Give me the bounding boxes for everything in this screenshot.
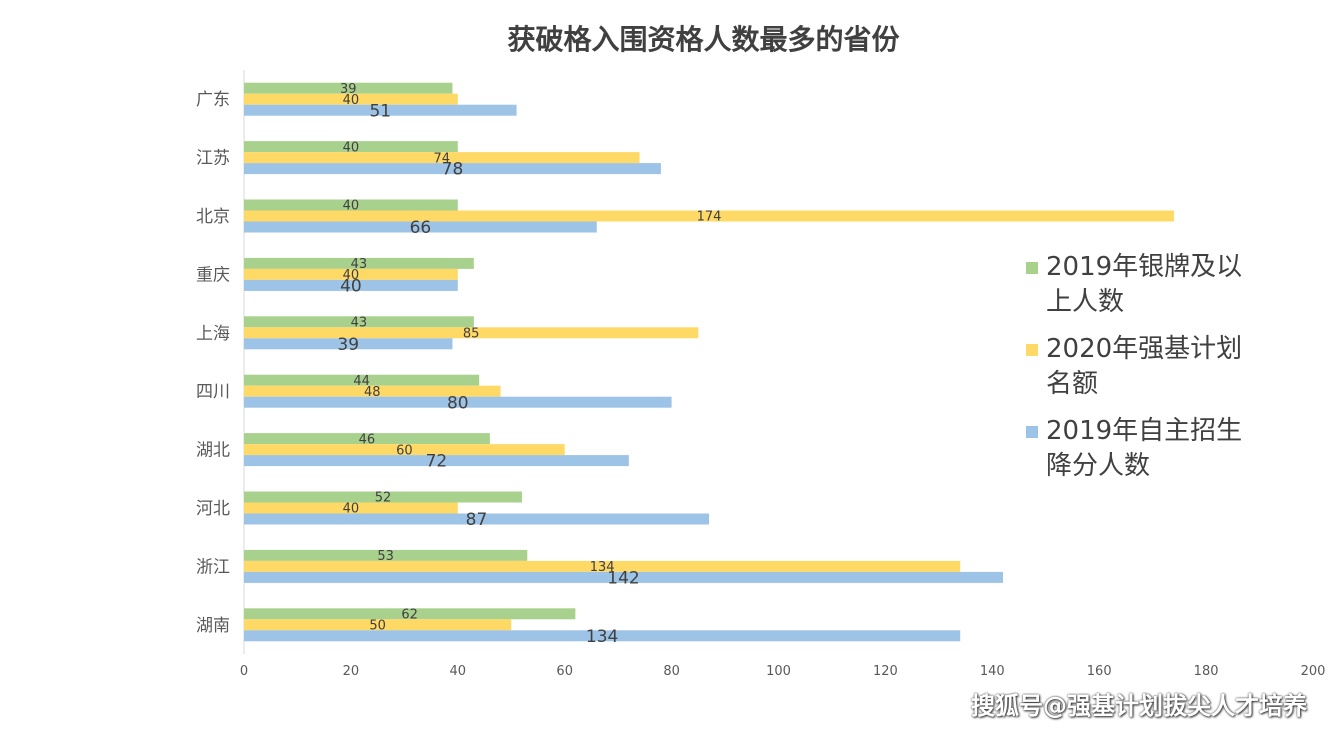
data-label: 48 bbox=[364, 385, 381, 400]
bar bbox=[244, 560, 961, 572]
category-label: 浙江 bbox=[196, 557, 230, 577]
legend-item-reduced-score[interactable]: 2019年自主招生 降分人数 bbox=[1026, 414, 1256, 484]
bar bbox=[244, 385, 501, 397]
data-label: 46 bbox=[359, 432, 376, 447]
category-label: 四川 bbox=[196, 382, 230, 402]
x-tick-label: 40 bbox=[450, 664, 467, 679]
category-label: 北京 bbox=[196, 207, 230, 227]
bar bbox=[244, 491, 522, 503]
legend-swatch-yellow bbox=[1026, 344, 1038, 356]
data-label: 87 bbox=[466, 510, 488, 530]
bar bbox=[244, 221, 597, 233]
bar bbox=[244, 513, 710, 525]
bar bbox=[244, 433, 490, 445]
bar bbox=[244, 210, 1175, 222]
bar bbox=[244, 141, 458, 153]
data-label: 66 bbox=[410, 218, 432, 238]
watermark: 搜狐号@强基计划拔尖人才培养 bbox=[971, 692, 1307, 720]
x-tick-label: 100 bbox=[766, 664, 791, 679]
data-label: 62 bbox=[401, 607, 418, 622]
x-tick-label: 0 bbox=[240, 664, 248, 679]
bar bbox=[244, 444, 565, 456]
bar bbox=[244, 257, 474, 269]
data-label: 174 bbox=[697, 210, 722, 225]
x-tick-label: 20 bbox=[343, 664, 360, 679]
bar bbox=[244, 152, 640, 164]
data-label: 44 bbox=[353, 374, 370, 389]
bar bbox=[244, 338, 453, 350]
category-label: 重庆 bbox=[196, 265, 230, 285]
data-label: 74 bbox=[433, 151, 450, 166]
x-tick-label: 140 bbox=[980, 664, 1005, 679]
category-label: 上海 bbox=[196, 324, 230, 344]
legend-label: 2020年强基计划 bbox=[1046, 334, 1243, 364]
bar bbox=[244, 630, 961, 642]
data-label: 39 bbox=[337, 335, 359, 355]
legend-item-silver-medal[interactable]: 2019年银牌及以 上人数 bbox=[1026, 250, 1256, 320]
bar bbox=[244, 93, 458, 105]
bar bbox=[244, 268, 458, 280]
data-label: 142 bbox=[607, 569, 639, 589]
category-label: 江苏 bbox=[196, 149, 230, 169]
legend-label-cont: 名额 bbox=[1046, 369, 1099, 399]
bar bbox=[244, 608, 576, 620]
legend-label-cont: 降分人数 bbox=[1046, 451, 1151, 481]
bar bbox=[244, 199, 458, 211]
bar bbox=[244, 279, 458, 291]
legend: 2019年银牌及以 上人数 2020年强基计划 名额 2019年自主招生 降分人… bbox=[1026, 250, 1256, 496]
legend-swatch-blue bbox=[1026, 426, 1038, 438]
data-label: 40 bbox=[343, 268, 360, 283]
bar bbox=[244, 549, 528, 561]
legend-item-quota[interactable]: 2020年强基计划 名额 bbox=[1026, 332, 1256, 402]
bar bbox=[244, 327, 699, 339]
x-tick-label: 160 bbox=[1087, 664, 1112, 679]
data-label: 43 bbox=[351, 257, 368, 272]
bar bbox=[244, 82, 453, 94]
bar bbox=[244, 619, 512, 631]
data-label: 80 bbox=[447, 393, 469, 413]
data-label: 40 bbox=[343, 93, 360, 108]
data-label: 40 bbox=[343, 199, 360, 214]
legend-label: 2019年自主招生 bbox=[1046, 416, 1243, 446]
data-label: 85 bbox=[463, 326, 480, 341]
bar bbox=[244, 396, 672, 408]
category-label: 广东 bbox=[196, 90, 230, 110]
category-label: 湖北 bbox=[196, 441, 230, 461]
data-label: 40 bbox=[343, 140, 360, 155]
x-tick-label: 200 bbox=[1301, 664, 1326, 679]
x-tick-label: 80 bbox=[663, 664, 680, 679]
legend-swatch-green bbox=[1026, 262, 1038, 274]
bar bbox=[244, 571, 1003, 583]
data-label: 50 bbox=[369, 618, 386, 633]
data-label: 52 bbox=[375, 491, 392, 506]
data-label: 40 bbox=[343, 502, 360, 517]
x-tick-label: 60 bbox=[556, 664, 573, 679]
data-label: 60 bbox=[396, 443, 413, 458]
data-label: 40 bbox=[340, 277, 362, 297]
bar bbox=[244, 163, 661, 175]
bar bbox=[244, 455, 629, 467]
data-label: 72 bbox=[426, 452, 448, 472]
chart-title: 获破格入围资格人数最多的省份 bbox=[507, 23, 900, 56]
x-tick-label: 120 bbox=[873, 664, 898, 679]
data-label: 78 bbox=[442, 160, 464, 180]
bar bbox=[244, 374, 480, 386]
bar bbox=[244, 104, 517, 116]
x-tick-label: 180 bbox=[1194, 664, 1219, 679]
data-label: 134 bbox=[586, 627, 618, 647]
data-label: 134 bbox=[590, 560, 615, 575]
data-label: 51 bbox=[369, 101, 391, 121]
bar bbox=[244, 502, 458, 514]
category-label: 湖南 bbox=[196, 616, 230, 636]
data-label: 43 bbox=[351, 315, 368, 330]
data-label: 53 bbox=[377, 549, 394, 564]
legend-label: 2019年银牌及以 bbox=[1046, 252, 1243, 282]
legend-label-cont: 上人数 bbox=[1046, 287, 1125, 317]
category-label: 河北 bbox=[196, 499, 230, 519]
bar bbox=[244, 316, 474, 328]
data-label: 39 bbox=[340, 82, 357, 97]
